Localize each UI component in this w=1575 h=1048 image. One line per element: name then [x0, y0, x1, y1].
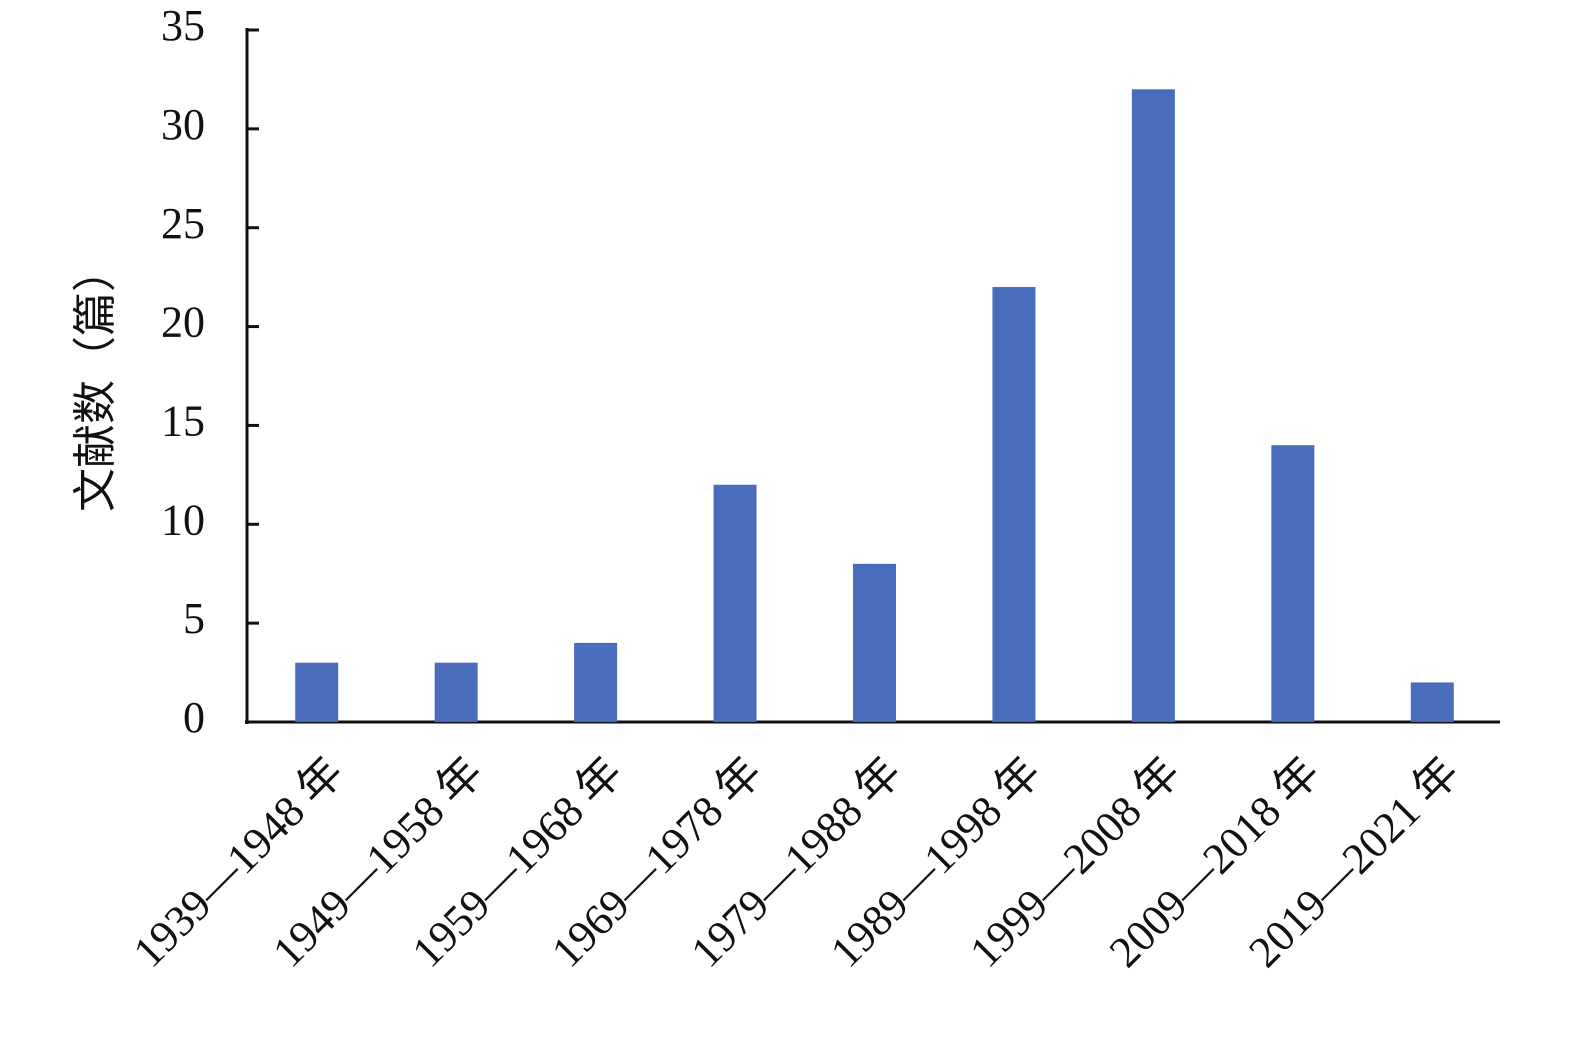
bar	[1131, 89, 1175, 723]
bar	[1271, 445, 1315, 722]
bar	[295, 662, 339, 722]
y-tick-label: 35	[161, 1, 205, 50]
y-tick-label: 20	[161, 298, 205, 347]
y-tick-label: 15	[161, 397, 205, 446]
y-tick-label: 30	[161, 100, 205, 149]
bar	[992, 287, 1036, 722]
y-axis-label: 文献数（篇）	[71, 248, 120, 512]
bar	[574, 642, 618, 722]
bar	[713, 484, 757, 722]
y-tick-label: 0	[183, 693, 205, 742]
y-tick-label: 5	[183, 594, 205, 643]
bar	[434, 662, 478, 722]
y-tick-label: 10	[161, 495, 205, 544]
y-tick-label: 25	[161, 199, 205, 248]
bar	[1410, 682, 1454, 722]
bar	[853, 563, 896, 722]
